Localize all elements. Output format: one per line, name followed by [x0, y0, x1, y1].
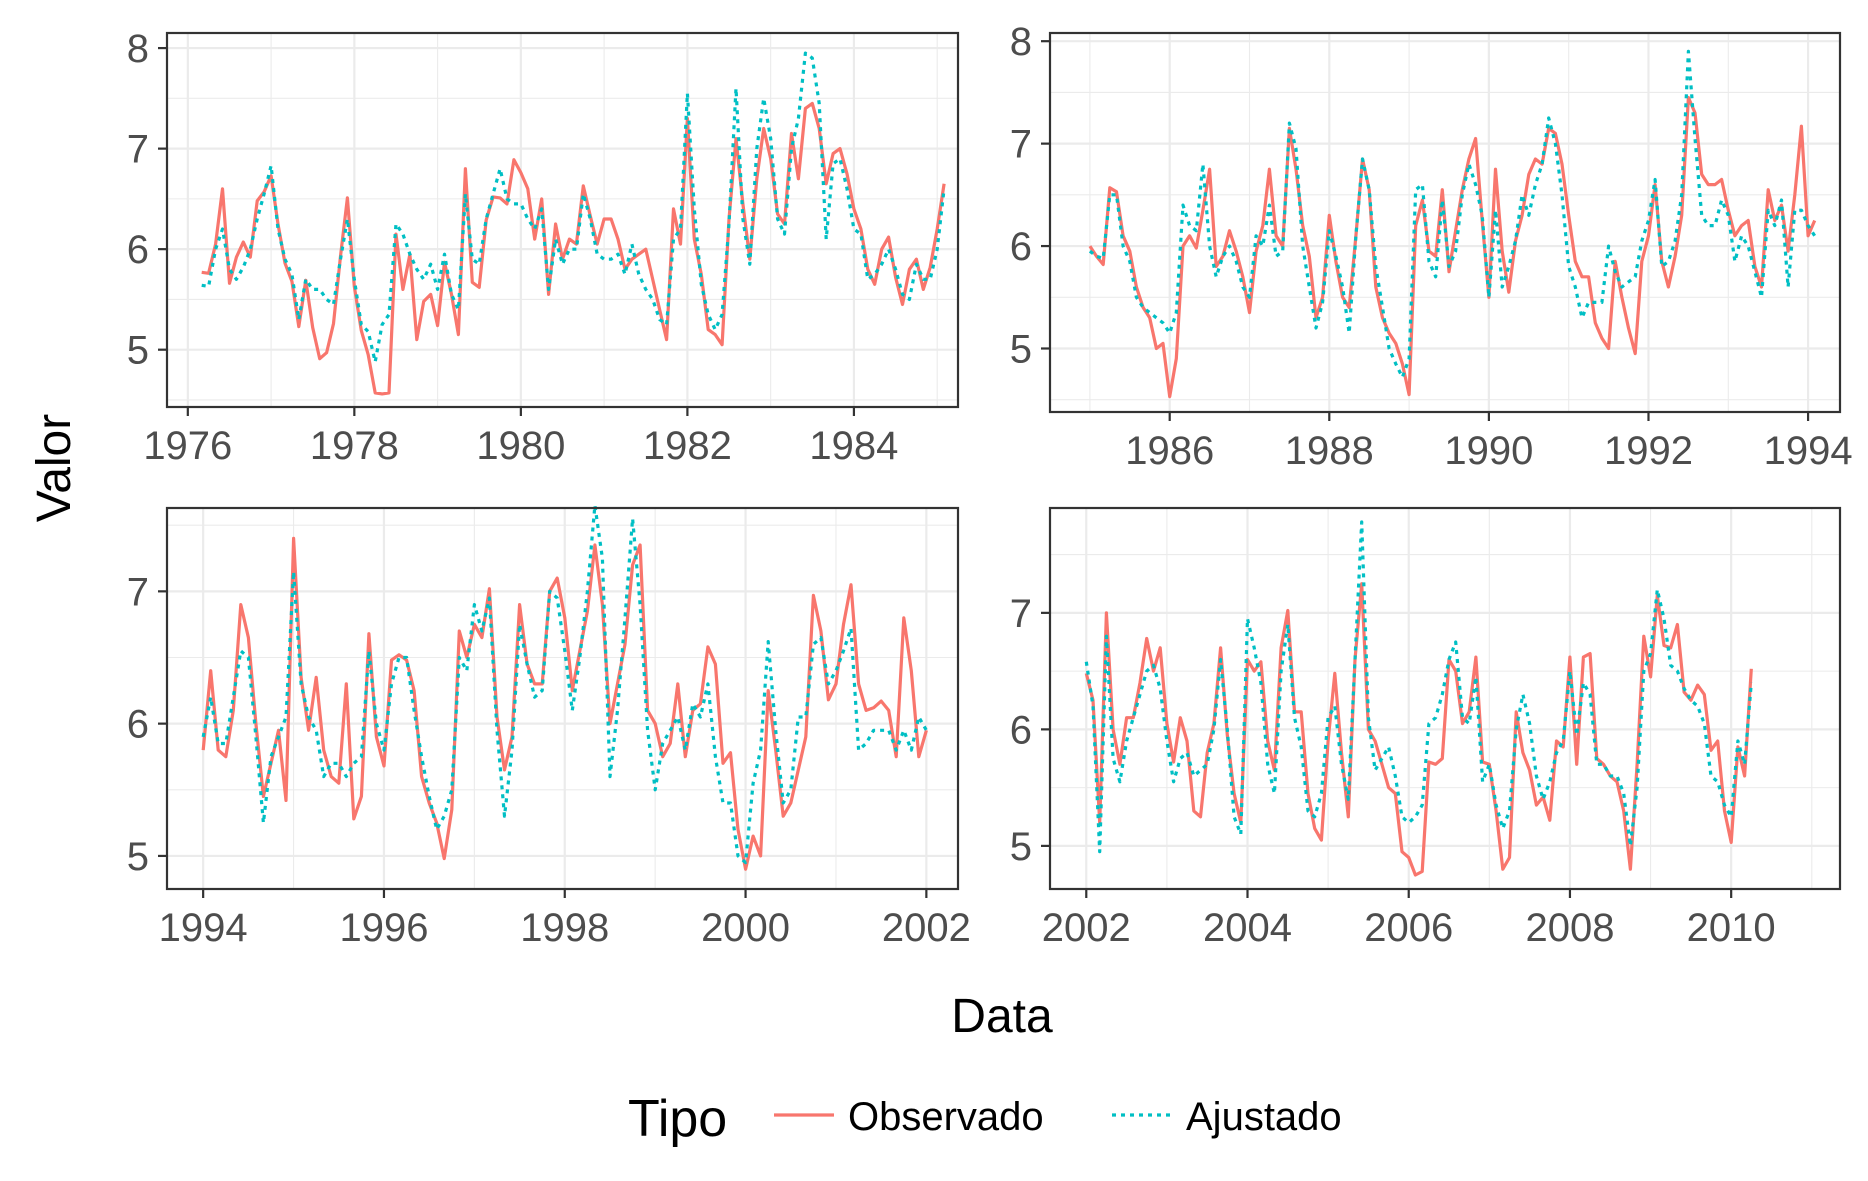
x-tick-label: 2002	[1042, 906, 1131, 950]
x-tick-label: 1996	[339, 906, 428, 950]
x-tick-label: 1998	[520, 906, 609, 950]
panels: 1976 1978 1980 1982 1984 5 6 7 8 1986 1988 1990 1992…	[127, 20, 1853, 950]
panel-1: 1976 1978 1980 1982 1984 5 6 7 8	[127, 27, 960, 468]
y-tick-label: 7	[127, 128, 149, 172]
x-axis-title: Data	[951, 990, 1053, 1043]
panel-4: 2002 2004 2006 2008 2010 5 6 7	[1010, 506, 1842, 950]
y-tick-label: 7	[1010, 592, 1032, 636]
legend-label-observed: Observado	[848, 1095, 1044, 1139]
x-tick-label: 1980	[476, 424, 565, 468]
x-tick-label: 2006	[1364, 906, 1453, 950]
legend: Tipo Observado Ajustado	[628, 1090, 1342, 1148]
series-line-ajustado	[1088, 49, 1817, 379]
panel-border	[165, 31, 960, 409]
series-line-observado	[1084, 582, 1753, 877]
y-tick-label: 5	[127, 835, 149, 879]
y-tick-label: 7	[1010, 123, 1032, 167]
y-tick-label: 8	[1010, 20, 1032, 64]
x-tick-label: 1982	[643, 424, 732, 468]
legend-label-fitted: Ajustado	[1186, 1095, 1342, 1139]
x-tick-label: 2002	[882, 906, 971, 950]
x-tick-label: 2000	[701, 906, 790, 950]
x-tick-label: 1990	[1444, 429, 1533, 473]
x-tick-label: 1988	[1285, 429, 1374, 473]
panel-border	[165, 506, 960, 891]
x-tick-label: 1992	[1604, 429, 1693, 473]
y-tick-label: 6	[1010, 225, 1032, 269]
series-line-ajustado	[1084, 520, 1753, 854]
x-tick-label: 1978	[310, 424, 399, 468]
x-tick-label: 1994	[159, 906, 248, 950]
y-tick-label: 5	[1010, 825, 1032, 869]
panel-3: 1994 1996 1998 2000 2002 5 6 7	[127, 503, 971, 950]
panel-border	[1048, 31, 1842, 414]
y-tick-label: 5	[127, 329, 149, 373]
x-tick-label: 1986	[1125, 429, 1214, 473]
x-tick-label: 1994	[1764, 429, 1853, 473]
y-axis-title: Valor	[28, 414, 81, 523]
x-tick-label: 2008	[1525, 906, 1614, 950]
legend-title: Tipo	[628, 1090, 727, 1148]
panel-background	[167, 508, 958, 889]
panel-2: 1986 1988 1990 1992 1994 5 6 7 8	[1010, 20, 1853, 473]
series-line-observado	[1088, 95, 1817, 399]
y-tick-label: 7	[127, 570, 149, 614]
y-tick-label: 8	[127, 27, 149, 71]
x-tick-label: 1976	[143, 424, 232, 468]
series-line-observado	[201, 536, 928, 871]
y-tick-label: 6	[127, 228, 149, 272]
x-tick-label: 1984	[809, 424, 898, 468]
panel-border	[1048, 506, 1842, 891]
y-tick-label: 6	[127, 703, 149, 747]
y-tick-label: 6	[1010, 708, 1032, 752]
x-tick-label: 2004	[1203, 906, 1292, 950]
panel-background	[167, 33, 958, 407]
series-line-ajustado	[201, 51, 946, 364]
y-tick-label: 5	[1010, 327, 1032, 371]
series-line-ajustado	[201, 503, 928, 865]
x-tick-label: 2010	[1687, 906, 1776, 950]
